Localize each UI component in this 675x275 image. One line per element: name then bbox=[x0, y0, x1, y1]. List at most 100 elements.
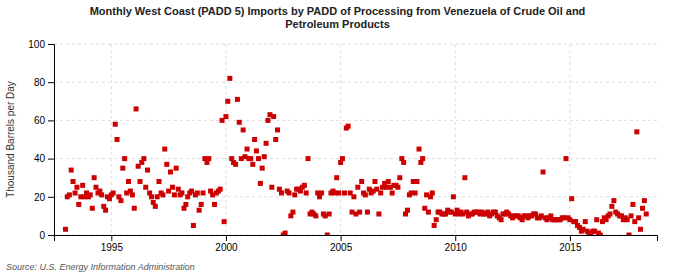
y-axis-label: Thousand Barrels per Day bbox=[5, 81, 16, 198]
tick-label: 20 bbox=[34, 192, 46, 203]
point bbox=[222, 219, 227, 224]
point bbox=[401, 160, 406, 165]
point bbox=[141, 156, 146, 161]
point bbox=[462, 175, 467, 180]
tick: 20 bbox=[34, 192, 54, 203]
point bbox=[92, 175, 97, 180]
point bbox=[363, 192, 368, 197]
point bbox=[248, 156, 253, 161]
tick-label: 2005 bbox=[330, 242, 353, 253]
point bbox=[170, 185, 175, 190]
point bbox=[71, 179, 76, 184]
tick-mark bbox=[48, 82, 54, 83]
point bbox=[143, 185, 148, 190]
point bbox=[201, 190, 206, 195]
point bbox=[611, 198, 616, 203]
point bbox=[88, 192, 93, 197]
point bbox=[630, 202, 635, 207]
point bbox=[122, 156, 127, 161]
tick-label: 2000 bbox=[215, 242, 238, 253]
point bbox=[130, 192, 135, 197]
point bbox=[609, 204, 614, 209]
tick: 0 bbox=[39, 230, 54, 241]
point bbox=[397, 175, 402, 180]
point bbox=[63, 227, 68, 232]
tick-mark bbox=[570, 235, 571, 241]
point bbox=[292, 192, 297, 197]
point bbox=[378, 190, 383, 195]
point bbox=[336, 190, 341, 195]
tick-mark bbox=[226, 235, 227, 241]
point bbox=[212, 202, 217, 207]
point bbox=[145, 168, 150, 173]
point bbox=[351, 194, 356, 199]
point bbox=[414, 179, 419, 184]
point bbox=[607, 211, 612, 216]
tick: 1995 bbox=[101, 235, 124, 253]
point bbox=[319, 190, 324, 195]
tick: 2005 bbox=[330, 235, 353, 253]
point bbox=[265, 118, 270, 123]
point bbox=[541, 169, 546, 174]
point bbox=[149, 194, 154, 199]
point bbox=[132, 206, 137, 211]
point bbox=[197, 208, 202, 213]
point bbox=[273, 137, 278, 142]
tick-mark bbox=[48, 159, 54, 160]
grid-line-x bbox=[111, 44, 112, 235]
point bbox=[157, 179, 162, 184]
point bbox=[118, 198, 123, 203]
point bbox=[245, 147, 250, 152]
tick: 60 bbox=[34, 115, 54, 126]
point bbox=[168, 169, 173, 174]
point bbox=[598, 233, 603, 236]
point bbox=[111, 190, 116, 195]
point bbox=[569, 196, 574, 201]
grid-line-y bbox=[54, 120, 657, 121]
point bbox=[627, 233, 632, 236]
point bbox=[640, 206, 645, 211]
grid-line-x bbox=[455, 44, 456, 235]
point bbox=[390, 190, 395, 195]
point bbox=[451, 194, 456, 199]
point bbox=[304, 190, 309, 195]
tick-mark bbox=[341, 235, 342, 241]
point bbox=[120, 166, 125, 171]
point bbox=[235, 97, 240, 102]
plot: 19952000200520102015020406080100 bbox=[28, 39, 657, 253]
tick-mark bbox=[48, 120, 54, 121]
tick-mark bbox=[48, 197, 54, 198]
point bbox=[269, 185, 274, 190]
y-axis: 020406080100 bbox=[28, 39, 54, 241]
point bbox=[199, 202, 204, 207]
point bbox=[376, 211, 381, 216]
point bbox=[218, 187, 223, 192]
title: Monthly West Coast (PADD 5) Imports by P… bbox=[90, 5, 586, 30]
point bbox=[69, 168, 74, 173]
point bbox=[260, 166, 265, 171]
point bbox=[287, 190, 292, 195]
grid-line-x bbox=[569, 44, 570, 235]
point bbox=[313, 213, 318, 218]
point bbox=[426, 210, 431, 215]
point bbox=[67, 192, 72, 197]
point bbox=[233, 162, 238, 167]
point bbox=[74, 185, 79, 190]
point bbox=[636, 215, 641, 220]
point bbox=[126, 179, 131, 184]
point bbox=[499, 217, 504, 222]
point bbox=[405, 208, 410, 213]
point bbox=[327, 211, 332, 216]
point bbox=[342, 190, 347, 195]
point bbox=[372, 179, 377, 184]
axis-line bbox=[55, 236, 658, 242]
point bbox=[99, 192, 104, 197]
point bbox=[225, 99, 230, 104]
point bbox=[644, 211, 649, 216]
tick-label: 40 bbox=[34, 153, 46, 164]
point bbox=[183, 202, 188, 207]
tick: 2015 bbox=[559, 235, 582, 253]
point bbox=[365, 210, 370, 215]
point bbox=[334, 175, 339, 180]
tick-label: 0 bbox=[39, 230, 45, 241]
